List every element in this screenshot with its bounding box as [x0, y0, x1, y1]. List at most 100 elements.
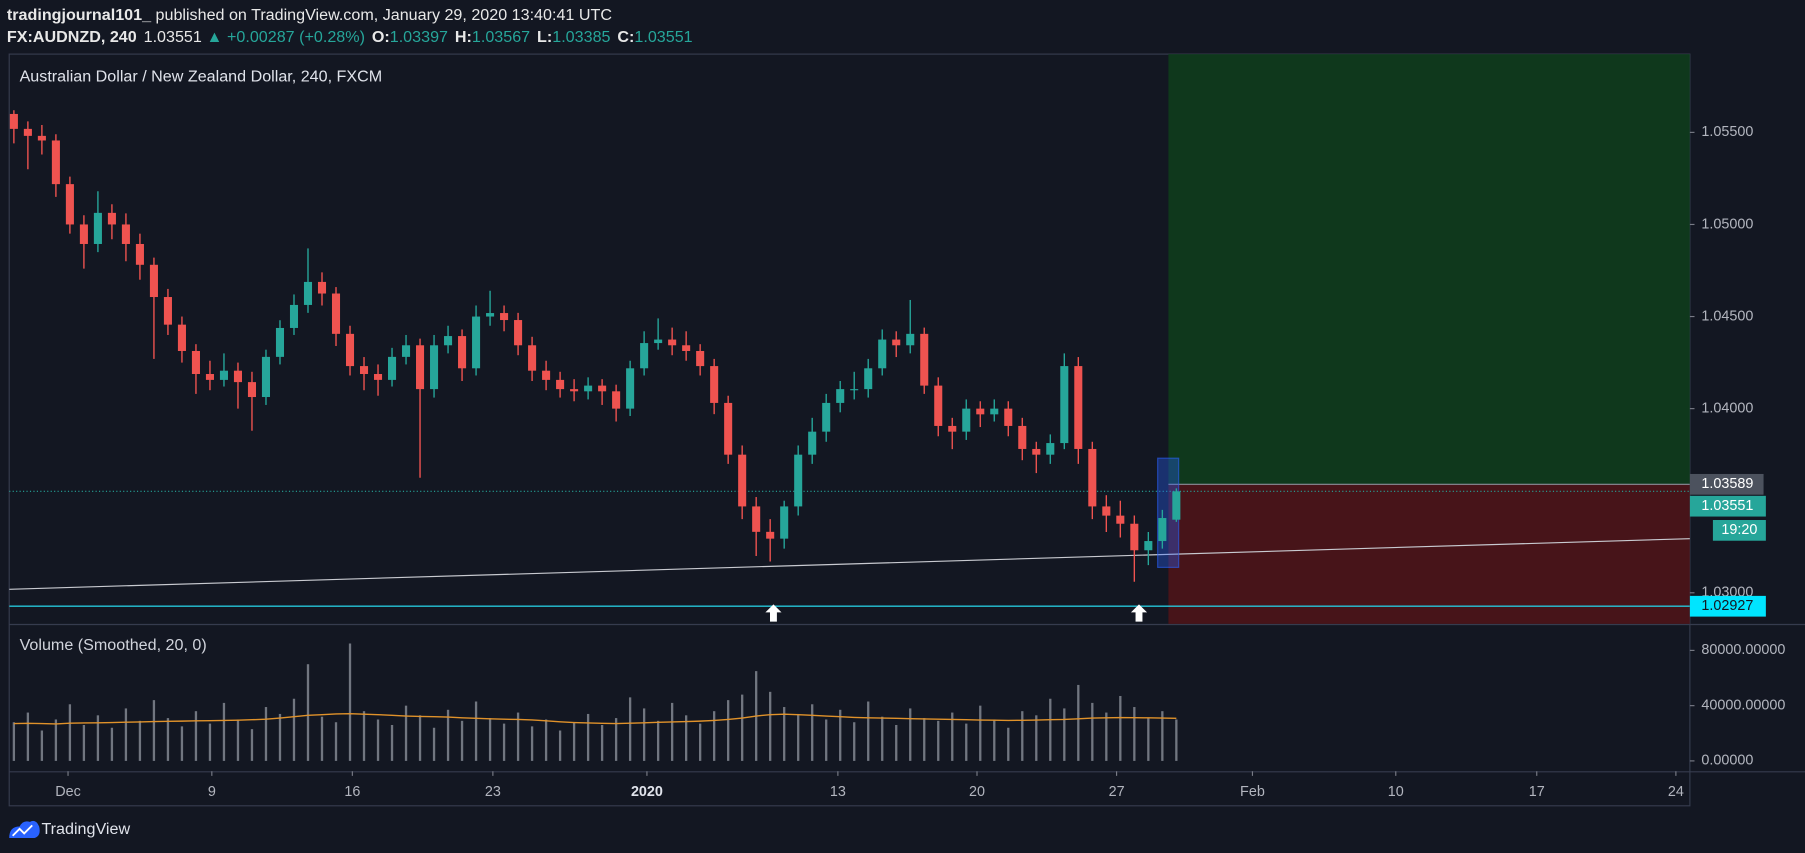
candle-body: [430, 345, 439, 390]
candle-body: [51, 140, 60, 185]
candle-body: [317, 281, 327, 294]
candle-body: [373, 374, 383, 380]
candle-body: [710, 366, 719, 403]
candle-body: [948, 425, 957, 432]
candle-body: [528, 345, 537, 371]
candle-body: [289, 304, 299, 328]
volume-bar: [1133, 707, 1136, 761]
volume-y-tick-label: 40000.00000: [1701, 697, 1785, 713]
change: +0.00287 (+0.28%): [227, 28, 365, 46]
volume-bar: [488, 718, 492, 761]
candle-body: [93, 212, 102, 244]
candle-body: [794, 454, 803, 507]
candle-body: [1172, 491, 1181, 520]
candle-body: [752, 506, 761, 532]
volume-pane: [12, 643, 1178, 761]
volume-bar: [1049, 698, 1052, 761]
volume-bar: [138, 720, 142, 761]
volume-bar: [979, 705, 982, 761]
candle-body: [864, 368, 873, 390]
candle-body: [836, 389, 845, 403]
volume-bar: [1105, 712, 1108, 761]
candle-body: [107, 212, 116, 225]
volume-bar: [1063, 708, 1066, 761]
volume-bar: [292, 698, 296, 761]
volume-bar: [12, 722, 16, 761]
candle-body: [1018, 425, 1027, 449]
volume-bar: [741, 694, 744, 761]
candle-body: [598, 385, 607, 392]
candle-body: [23, 128, 32, 136]
y-tick-label: 1.04500: [1701, 308, 1753, 324]
candle-body: [37, 135, 46, 141]
candle-body: [934, 385, 943, 426]
axes: 1.030001.040001.045001.050001.055000.000…: [55, 124, 1785, 800]
y-tick-label: 1.04000: [1701, 400, 1753, 416]
volume-bar: [895, 724, 898, 761]
candle-body: [626, 368, 635, 409]
candle-body: [668, 339, 677, 346]
volume-bar: [614, 718, 618, 761]
volume-bar: [642, 708, 646, 761]
support-price-label: 1.02927: [1701, 598, 1753, 614]
candle-body: [766, 531, 775, 539]
symbol: FX:AUDNZD, 240: [7, 28, 137, 46]
volume-bar: [937, 720, 940, 761]
volume-bar: [811, 704, 814, 761]
candle-body: [1074, 366, 1083, 449]
candle-body: [682, 345, 691, 351]
candle-body: [906, 333, 915, 346]
volume-bar: [376, 719, 380, 761]
volume-bar: [54, 719, 58, 761]
open-value: 1.03397: [390, 28, 448, 46]
open-label: O:: [372, 28, 390, 46]
entry-price-label-box: [1689, 473, 1764, 495]
x-tick-label: 24: [1668, 784, 1684, 800]
candle-body: [808, 431, 817, 455]
candle-body: [542, 370, 551, 380]
volume-bar: [853, 722, 856, 761]
candle-body: [135, 243, 144, 265]
volume-bar: [727, 700, 730, 761]
candle-body: [9, 113, 18, 129]
candle-body: [359, 366, 369, 375]
x-tick-label: 2020: [631, 784, 663, 800]
volume-bar: [699, 723, 702, 761]
candle-body: [458, 336, 467, 369]
published: published on TradingView.com, January 29…: [151, 6, 612, 24]
candle-body: [654, 339, 663, 344]
candle-body: [696, 350, 705, 367]
volume-bar: [909, 708, 912, 761]
volume-bar: [68, 704, 72, 761]
candle-body: [514, 320, 523, 346]
candle-body: [121, 224, 130, 244]
volume-bar: [320, 716, 324, 761]
x-tick-label: 20: [969, 784, 985, 800]
candle-body: [275, 327, 285, 357]
volume-bar: [516, 712, 520, 761]
y-tick-label: 1.05000: [1701, 216, 1753, 232]
volume-bar: [348, 643, 352, 761]
candle-body: [1060, 366, 1069, 444]
candle-body: [247, 382, 257, 398]
candle-body: [261, 356, 271, 398]
volume-bar: [124, 708, 128, 761]
candle-body: [1130, 523, 1139, 551]
volume-bar: [236, 719, 240, 761]
volume-bar: [390, 724, 394, 761]
target-zone: [1168, 54, 1690, 485]
volume-bar: [404, 705, 408, 761]
volume-bar: [180, 726, 184, 761]
volume-bar: [923, 718, 926, 761]
volume-bar: [432, 727, 436, 761]
volume-bar: [222, 702, 226, 761]
volume-bar: [558, 730, 562, 761]
last-price-label: 1.03551: [1701, 498, 1753, 514]
candle-body: [331, 293, 341, 334]
candle-body: [303, 281, 313, 305]
volume-bar: [839, 709, 842, 761]
volume-bar: [951, 712, 954, 761]
price-pane: [9, 54, 1690, 624]
candle-body: [556, 379, 565, 390]
logo-cloud: [9, 820, 40, 839]
